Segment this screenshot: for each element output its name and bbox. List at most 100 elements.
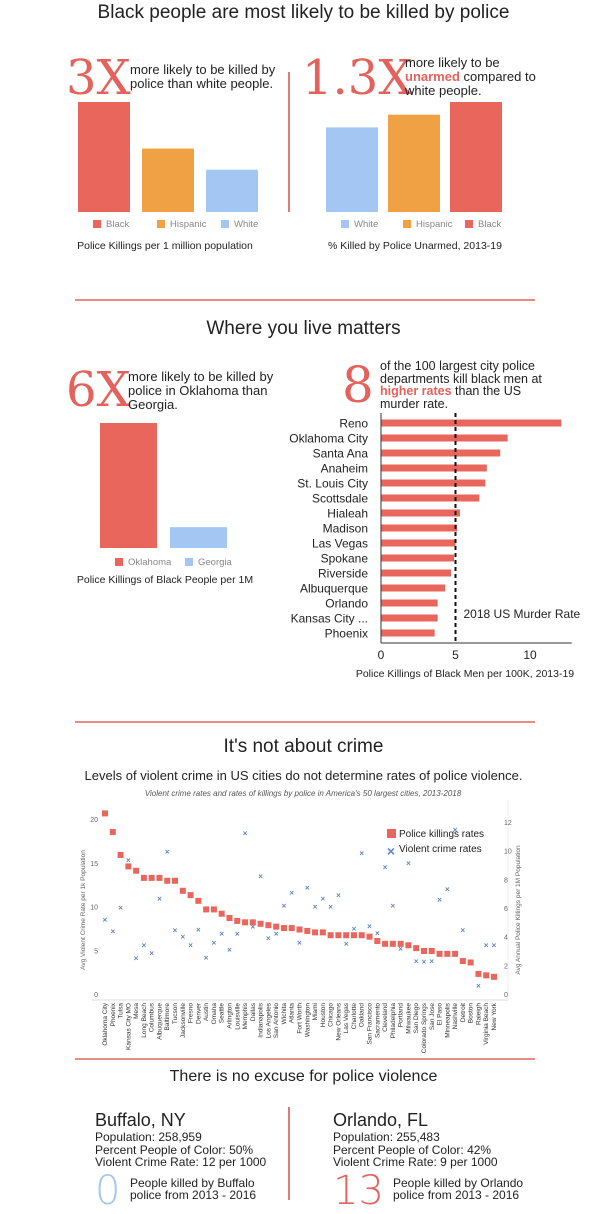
hbar-label: Santa Ana [313, 447, 369, 461]
violent-crime-point: × [235, 930, 240, 939]
reference-label: 2018 US Murder Rate [464, 607, 581, 621]
hbar [381, 599, 438, 607]
police-killing-point [102, 810, 108, 817]
divider-vertical [288, 72, 290, 212]
police-killing-point [467, 959, 474, 966]
city-label: Las Vegas [343, 1002, 350, 1033]
left-tick-label: 0 [94, 992, 98, 999]
section-divider [75, 1058, 535, 1060]
stat-8: 8 [342, 356, 374, 414]
city-crime: Violent Crime Rate: 9 per 1000 [333, 1155, 498, 1169]
legend-label-white: White [354, 219, 378, 230]
police-killing-point [312, 929, 319, 936]
city-label: Wichita [281, 1003, 288, 1025]
x-tick-label: 5 [452, 648, 459, 662]
hbar-label: Scottsdale [312, 492, 368, 506]
police-killing-point [218, 910, 225, 917]
bar-black [78, 102, 130, 212]
city-label: Fort Worth [297, 1003, 304, 1034]
legend-label-georgia: Georgia [198, 557, 233, 568]
chart2-caption: % Killed by Police Unarmed, 2013-19 [328, 240, 502, 252]
section3-subtitle: Levels of violent crime in US cities do … [84, 768, 523, 783]
violent-crime-point: × [406, 859, 411, 868]
violent-crime-point: × [204, 953, 209, 962]
violent-crime-point: × [282, 902, 287, 911]
hbar-label: Albuquerque [300, 582, 368, 596]
violent-crime-point: × [429, 957, 434, 966]
violent-crime-point: × [110, 927, 115, 936]
violent-crime-point: × [492, 941, 497, 950]
violent-crime-point: × [103, 916, 108, 925]
violent-crime-point: × [414, 957, 419, 966]
police-killing-point [203, 906, 210, 913]
violent-crime-point: × [212, 938, 217, 947]
hbar [381, 509, 460, 517]
stat-6x-blurb: more likely to be killed by police in Ok… [128, 369, 274, 412]
section2-title: Where you live matters [206, 318, 401, 339]
hbar [381, 614, 438, 622]
legend-label-black: Black [106, 219, 129, 230]
police-killing-point [195, 897, 202, 904]
legend-swatch-oklahoma [115, 558, 123, 566]
hbar-label: Las Vegas [312, 537, 368, 551]
violent-crime-point: × [134, 954, 139, 963]
hbar-label: Spokane [321, 552, 369, 566]
city-label: Los Angeles [265, 1002, 272, 1038]
violent-crime-point: × [142, 941, 147, 950]
violent-crime-point: × [461, 926, 466, 935]
left-tick-label: 5 [94, 948, 98, 955]
hbar [381, 494, 480, 502]
city-label: Oklahoma City [102, 1002, 109, 1045]
violent-crime-point: × [367, 922, 372, 931]
police-killing-point [187, 892, 194, 899]
violent-crime-point: × [118, 903, 123, 912]
hbar [381, 479, 486, 487]
city-label: Albuquerque [156, 1003, 163, 1040]
city-label: New Orleans [335, 1002, 342, 1040]
violent-crime-point: × [375, 929, 380, 938]
section-divider [75, 299, 535, 301]
police-killing-point [280, 925, 287, 932]
city-label: Fresno [188, 1003, 195, 1024]
city-label: Tucson [172, 1003, 179, 1024]
violent-crime-point: × [173, 926, 178, 935]
legend-swatch-georgia [185, 558, 193, 566]
violent-crime-point: × [359, 849, 364, 858]
city-label: San Francisco [367, 1003, 374, 1045]
legend-label-hispanic: Hispanic [170, 219, 207, 230]
blurb-post: than the US murder rate. [380, 384, 522, 411]
police-killing-point [117, 851, 124, 858]
violent-crime-point: × [266, 934, 271, 943]
stat-8-blurb: of the 100 largest city police departmen… [380, 360, 550, 410]
police-killing-point [304, 927, 311, 934]
city-label: Omaha [211, 1003, 218, 1025]
hbar [381, 539, 456, 547]
city-name: Buffalo, NY [95, 1110, 186, 1130]
city-label: Cleveland [382, 1003, 389, 1032]
police-killing-point [273, 923, 280, 930]
city-label: Kansas City MO [125, 1003, 132, 1050]
city-label: Sacramento [374, 1003, 381, 1038]
left-tick-label: 20 [90, 817, 98, 824]
police-killing-point [428, 948, 435, 954]
hbar [381, 449, 501, 457]
police-killing-point [156, 874, 163, 881]
legend-swatch-white [221, 220, 229, 228]
city-label: Phoenix [110, 1002, 117, 1026]
right-tick-label: 4 [504, 935, 508, 942]
violent-crime-point: × [391, 902, 396, 911]
legend-swatch-black [93, 220, 101, 228]
violent-crime-point: × [328, 903, 333, 912]
violent-crime-point: × [344, 939, 349, 948]
hbar [381, 419, 562, 427]
right-axis-label: Avg Annual Police Killings per 1M Popula… [515, 845, 522, 975]
police-killing-point [350, 932, 357, 939]
violent-crime-point: × [149, 949, 154, 958]
bar-white [206, 169, 258, 212]
police-killing-point [397, 940, 404, 947]
city-label: Raleigh [475, 1003, 482, 1025]
right-tick-label: 0 [504, 992, 508, 999]
city-label: Minneapolis [444, 1002, 451, 1037]
bar-oklahoma [100, 423, 157, 548]
city-label: San Diego [413, 1003, 420, 1034]
